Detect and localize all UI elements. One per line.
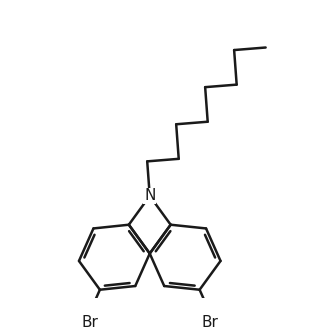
Text: Br: Br [82, 314, 98, 330]
Text: N: N [144, 188, 155, 203]
Text: Br: Br [201, 314, 218, 330]
